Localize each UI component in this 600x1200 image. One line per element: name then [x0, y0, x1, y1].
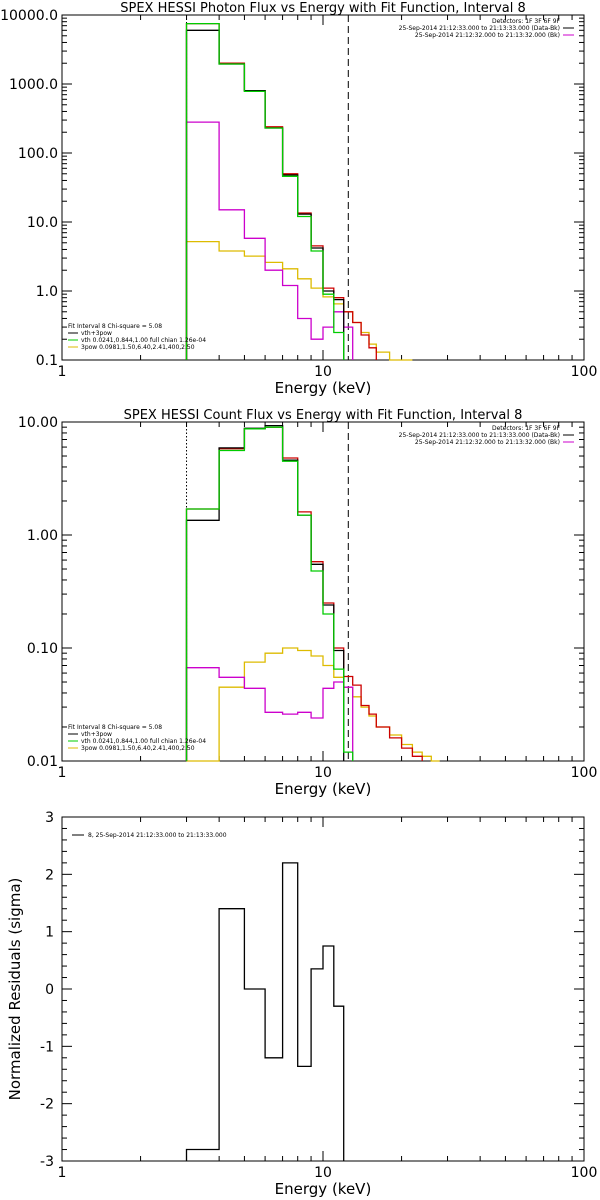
x-tick-label: 10	[314, 765, 332, 781]
y-tick-label: 10000.0	[0, 8, 58, 24]
y-tick-label: 3	[45, 810, 54, 826]
series-data-line	[185, 862, 345, 1161]
y-tick-label: 100.0	[18, 146, 58, 162]
panel-2-axes: 1 10 100 0.01 0.10 1.00 10.00 SPEX HESSI Count …	[18, 408, 597, 798]
legend-bottom-entry: vth+3pow	[81, 731, 112, 738]
x-tick-label: 1	[58, 364, 67, 380]
y-tick-label: -1	[40, 1039, 54, 1055]
legend-bottom-entry: vth 0.0241,0.844,1.00 full chian 1.26e-0…	[81, 738, 206, 745]
x-tick-label: 100	[571, 1165, 598, 1181]
fit-summary: Fit Interval 8 Chi-square = 5.08	[68, 724, 162, 731]
chart-title: SPEX HESSI Count Flux vs Energy with Fit…	[124, 408, 523, 423]
chart-title: SPEX HESSI Photon Flux vs Energy with Fi…	[120, 1, 526, 16]
panel-1-axes: 1 10 100 0.1 1.0 10.0 100.0 1000.0 10000.0 SPEX H…	[0, 1, 597, 397]
y-tick-label: 1.00	[27, 528, 58, 544]
y-tick-label: 0	[45, 982, 54, 998]
y-tick-label: 1000.0	[9, 77, 58, 93]
y-tick-label: 1	[45, 925, 54, 941]
legend-bottom-entry: vth+3pow	[81, 330, 112, 337]
y-tick-label: 2	[45, 867, 54, 883]
x-axis-label: Energy (keV)	[275, 780, 372, 798]
x-tick-label: 100	[571, 765, 598, 781]
legend-top-entry: Detectors: 1F 3F 6F 9F	[492, 18, 561, 25]
legend-top-entry: 25-Sep-2014 21:12:32.000 to 21:13:32.000…	[415, 32, 560, 39]
y-tick-label: 1.0	[36, 284, 58, 300]
x-tick-label: 1	[58, 1165, 67, 1181]
series-data-line	[185, 424, 345, 761]
series-total-line	[185, 426, 354, 761]
series-data-line	[185, 29, 345, 360]
legend-bottom-entry: vth 0.0241,0.844,1.00 full chian 1.26e-0…	[81, 337, 206, 344]
x-tick-label: 100	[571, 364, 598, 380]
y-tick-label: 0.1	[36, 353, 58, 369]
residual-legend-entry: 8, 25-Sep-2014 21:12:33.000 to 21:13:33.…	[88, 832, 227, 839]
legend-top-entry: 25-Sep-2014 21:12:32.000 to 21:13:32.000…	[415, 439, 560, 446]
series-background-line	[185, 426, 423, 761]
y-tick-label: -2	[40, 1097, 54, 1113]
series-bpow-line	[185, 240, 413, 361]
plot-frame	[61, 14, 585, 361]
fit-summary: Fit Interval 8 Chi-square = 5.08	[68, 323, 162, 330]
plot-frame	[61, 816, 585, 1162]
y-axis-label: Normalized Residuals (sigma)	[6, 878, 24, 1101]
series-vth-line	[185, 121, 354, 360]
y-tick-label: 10.00	[18, 415, 58, 431]
x-tick-label: 10	[314, 1165, 332, 1181]
y-tick-label: 0.10	[27, 641, 58, 657]
y-tick-label: 10.0	[27, 215, 58, 231]
series-vth-line	[185, 667, 354, 761]
legend-bottom: Fit Interval 8 Chi-square = 5.08vth+3pow…	[68, 724, 206, 752]
legend-bottom-entry: 3pow 0.0981,1.50,6.40,2.41,400,2.50	[81, 344, 195, 351]
legend-top-entry: Detectors: 1F 3F 6F 9F	[492, 425, 561, 432]
legend-top-entry: 25-Sep-2014 21:12:33.000 to 21:13:33.000…	[399, 25, 560, 32]
panel-3-axes: 1 10 100 -3 -2 -1 0 1 2 3 Energy (keV) Normalized R…	[6, 810, 597, 1198]
series-total-line	[185, 22, 345, 360]
legend-bottom: Fit Interval 8 Chi-square = 5.08vth+3pow…	[68, 323, 206, 351]
legend-bottom-entry: 3pow 0.0981,1.50,6.40,2.41,400,2.50	[81, 745, 195, 752]
x-tick-label: 1	[58, 765, 67, 781]
x-axis-label: Energy (keV)	[275, 379, 372, 397]
legend-top-entry: 25-Sep-2014 21:12:33.000 to 21:13:33.000…	[399, 432, 560, 439]
x-axis-label: Energy (keV)	[275, 1180, 372, 1198]
y-tick-label: 0.01	[27, 754, 58, 770]
residual-legend: 8, 25-Sep-2014 21:12:33.000 to 21:13:33.…	[72, 832, 227, 839]
x-tick-label: 10	[314, 364, 332, 380]
y-tick-label: -3	[40, 1154, 54, 1170]
